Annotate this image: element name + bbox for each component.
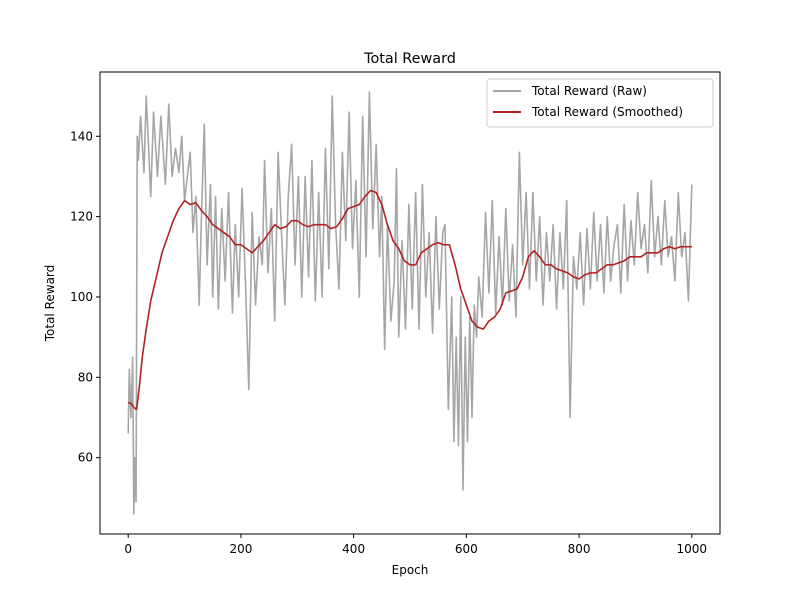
y-axis-label: Total Reward	[43, 265, 57, 343]
legend-label-smoothed: Total Reward (Smoothed)	[531, 105, 683, 119]
y-tick-label: 140	[70, 129, 93, 143]
legend-label-raw: Total Reward (Raw)	[531, 84, 647, 98]
y-axis-ticks: 60 80 100 120 140	[70, 129, 100, 465]
y-tick-label: 80	[78, 370, 93, 384]
y-tick-label: 100	[70, 290, 93, 304]
plot-lines	[127, 91, 693, 515]
chart-title: Total Reward	[363, 51, 456, 67]
series-line-smoothed	[127, 189, 692, 411]
y-tick-label: 60	[78, 451, 93, 465]
series-line-raw	[127, 91, 693, 515]
x-tick-label: 600	[455, 542, 478, 556]
x-axis-label: Epoch	[392, 563, 429, 577]
y-tick-label: 120	[70, 210, 93, 224]
x-tick-label: 400	[342, 542, 365, 556]
legend: Total Reward (Raw) Total Reward (Smoothe…	[486, 78, 714, 128]
x-tick-label: 800	[568, 542, 591, 556]
legend-box	[486, 78, 714, 128]
x-tick-label: 200	[229, 542, 252, 556]
x-tick-label: 1000	[677, 542, 708, 556]
x-axis-ticks: 0 200 400 600 800 1000	[124, 534, 707, 556]
x-tick-label: 0	[124, 542, 132, 556]
plot-frame	[99, 71, 721, 535]
